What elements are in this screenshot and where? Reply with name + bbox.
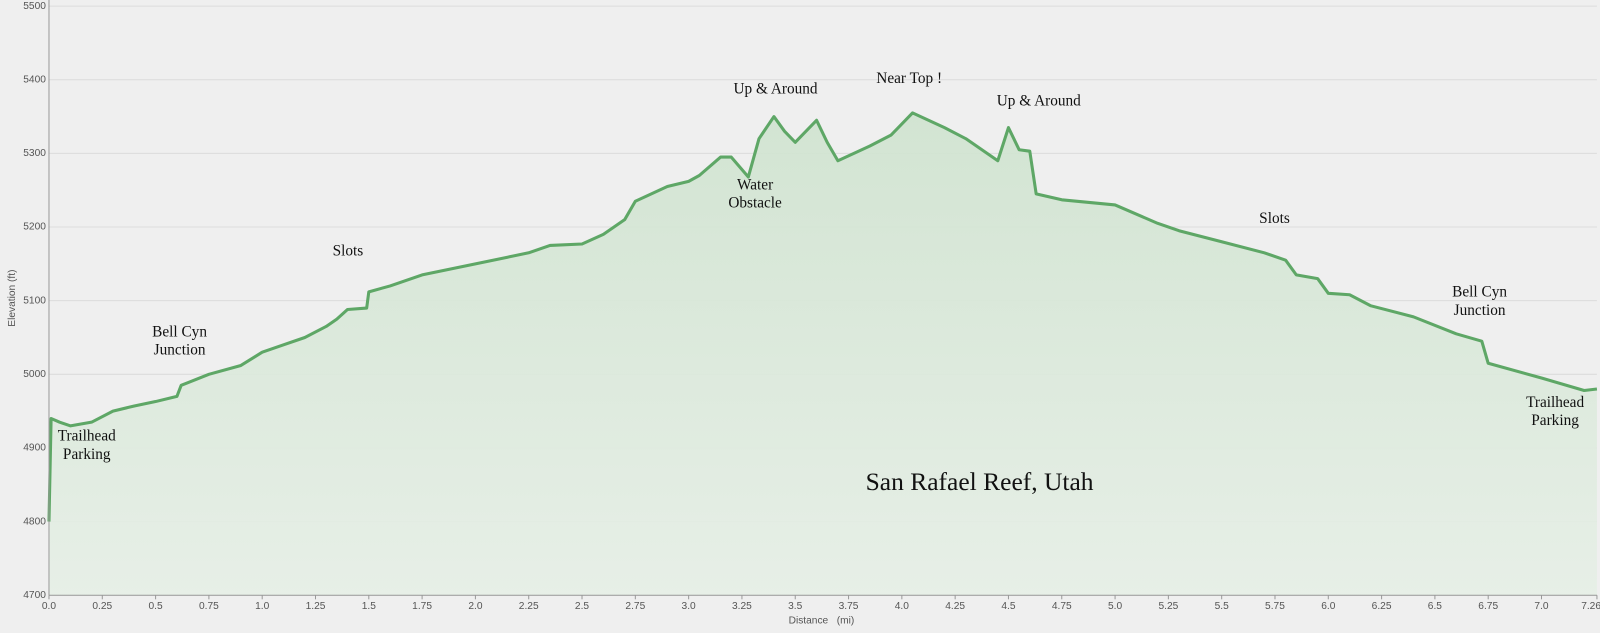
y-tick-label: 5100 — [23, 295, 46, 306]
x-tick-label: 6.25 — [1372, 601, 1392, 612]
y-tick-label: 5400 — [23, 74, 46, 85]
x-tick-label: 6.5 — [1428, 601, 1442, 612]
x-tick-label: 2.75 — [625, 601, 645, 612]
chart-subtitle: San Rafael Reef, Utah — [866, 467, 1094, 496]
annotation: Trailhead — [1526, 394, 1584, 411]
annotation: Slots — [1259, 210, 1290, 227]
y-tick-label: 5500 — [23, 1, 46, 12]
elevation-line — [47, 111, 1598, 522]
annotation: Near Top ! — [876, 70, 942, 87]
y-tick-label: 4800 — [23, 516, 46, 527]
x-tick-label: 1.0 — [255, 601, 269, 612]
annotation: Parking — [1531, 412, 1579, 429]
x-tick-label: 6.0 — [1321, 601, 1335, 612]
x-tick-label: 6.75 — [1478, 601, 1498, 612]
x-tick-label: 5.5 — [1215, 601, 1229, 612]
x-tick-label: 0.25 — [92, 601, 112, 612]
x-tick-label: 1.25 — [306, 601, 326, 612]
annotation: Obstacle — [728, 195, 782, 212]
annotation: Parking — [63, 446, 111, 463]
x-tick-label: 5.75 — [1265, 601, 1285, 612]
annotation: Up & Around — [733, 80, 817, 97]
y-tick-label: 4900 — [23, 443, 46, 454]
y-tick-label: 5300 — [23, 148, 46, 159]
x-tick-label: 4.75 — [1052, 601, 1072, 612]
x-tick-label: 4.0 — [895, 601, 909, 612]
annotation: Trailhead — [58, 427, 116, 444]
x-tick-label: 7.26 — [1581, 601, 1600, 612]
elevation-area — [48, 112, 1597, 596]
x-tick-label: 1.75 — [412, 601, 432, 612]
x-tick-label: 2.25 — [519, 601, 539, 612]
x-tick-label: 3.5 — [788, 601, 802, 612]
x-tick-label: 3.75 — [839, 601, 859, 612]
x-tick-label: 3.0 — [682, 601, 696, 612]
x-tick-label: 2.0 — [468, 601, 482, 612]
y-tick-label: 5200 — [23, 222, 46, 233]
x-tick-label: 5.0 — [1108, 601, 1122, 612]
x-tick-label: 4.25 — [945, 601, 965, 612]
annotation: Junction — [1454, 302, 1506, 319]
x-tick-label: 4.5 — [1001, 601, 1015, 612]
annotation: Up & Around — [997, 93, 1081, 110]
y-tick-label: 5000 — [23, 369, 46, 380]
annotation: Water — [737, 176, 773, 193]
x-tick-label: 2.5 — [575, 601, 589, 612]
x-tick-label: 5.25 — [1158, 601, 1178, 612]
x-tick-label: 3.25 — [732, 601, 752, 612]
annotation: Slots — [333, 243, 364, 260]
annotation: Junction — [154, 342, 206, 359]
x-tick-label: 0.75 — [199, 601, 219, 612]
annotation: Bell Cyn — [1452, 284, 1507, 301]
x-tick-label: 7.0 — [1534, 601, 1548, 612]
x-tick-label: 0.5 — [149, 601, 163, 612]
y-axis-label: Elevation (ft) — [7, 270, 18, 327]
y-tick-label: 4700 — [23, 590, 46, 601]
annotation: Bell Cyn — [152, 323, 207, 340]
x-tick-label: 1.5 — [362, 601, 376, 612]
x-axis-label: Distance (mi) — [789, 615, 855, 626]
x-tick-label: 0.0 — [42, 601, 56, 612]
